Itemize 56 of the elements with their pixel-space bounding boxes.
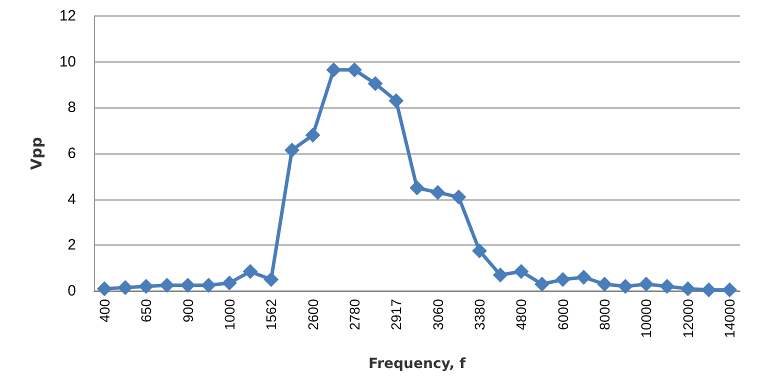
point bbox=[180, 278, 196, 293]
y-tick-label: 12 bbox=[59, 8, 76, 24]
x-tick-label: 6000 bbox=[554, 298, 571, 330]
point bbox=[284, 142, 300, 158]
point bbox=[492, 267, 508, 282]
point bbox=[222, 275, 237, 290]
x-tick-label: 2780 bbox=[346, 298, 362, 330]
point bbox=[159, 278, 174, 293]
y-tick-label: 10 bbox=[59, 53, 76, 70]
point bbox=[138, 278, 154, 294]
point bbox=[242, 264, 258, 280]
point bbox=[201, 278, 216, 293]
x-tick-label: 12000 bbox=[680, 298, 696, 338]
point bbox=[701, 282, 716, 298]
point bbox=[264, 272, 279, 288]
point bbox=[326, 62, 342, 78]
point bbox=[388, 93, 404, 108]
point bbox=[555, 272, 570, 288]
point bbox=[472, 243, 488, 258]
y-tick-label: 2 bbox=[68, 236, 76, 254]
y-tick-label: 4 bbox=[68, 190, 76, 208]
x-tick-label: 400 bbox=[96, 298, 112, 322]
x-tick-label: 3380 bbox=[472, 298, 488, 330]
point bbox=[534, 276, 550, 292]
x-tick-label: 1000 bbox=[221, 298, 238, 330]
point bbox=[305, 128, 320, 143]
x-axis-title: Frequency, f bbox=[368, 356, 466, 372]
x-tick-label: 2917 bbox=[388, 298, 404, 330]
point bbox=[638, 276, 654, 292]
x-tick-label: 4800 bbox=[513, 298, 530, 330]
y-tick-label: 6 bbox=[68, 145, 76, 162]
point bbox=[514, 264, 529, 280]
x-tick-label: 1562 bbox=[263, 298, 280, 330]
point bbox=[618, 278, 633, 294]
point bbox=[346, 62, 362, 78]
x-tick-label: 3060 bbox=[430, 298, 446, 330]
point bbox=[410, 180, 424, 196]
point bbox=[576, 270, 592, 285]
y-tick-label: 0 bbox=[68, 282, 76, 300]
point bbox=[96, 281, 112, 296]
point bbox=[660, 278, 675, 294]
x-tick-label: 2600 bbox=[304, 298, 321, 330]
y-tick-label: 8 bbox=[68, 99, 76, 116]
point bbox=[451, 190, 466, 205]
point bbox=[118, 280, 133, 296]
y-axis-title: Vpp bbox=[28, 136, 46, 170]
point bbox=[368, 76, 383, 92]
point bbox=[430, 184, 446, 200]
point bbox=[722, 282, 738, 298]
x-tick-label: 8000 bbox=[596, 298, 613, 330]
x-tick-label: 10000 bbox=[638, 298, 654, 338]
x-tick-label: 650 bbox=[138, 298, 154, 322]
point bbox=[597, 276, 612, 292]
point bbox=[680, 281, 696, 296]
x-tick-label: 14000 bbox=[722, 298, 738, 338]
x-tick-label: 900 bbox=[180, 298, 196, 322]
